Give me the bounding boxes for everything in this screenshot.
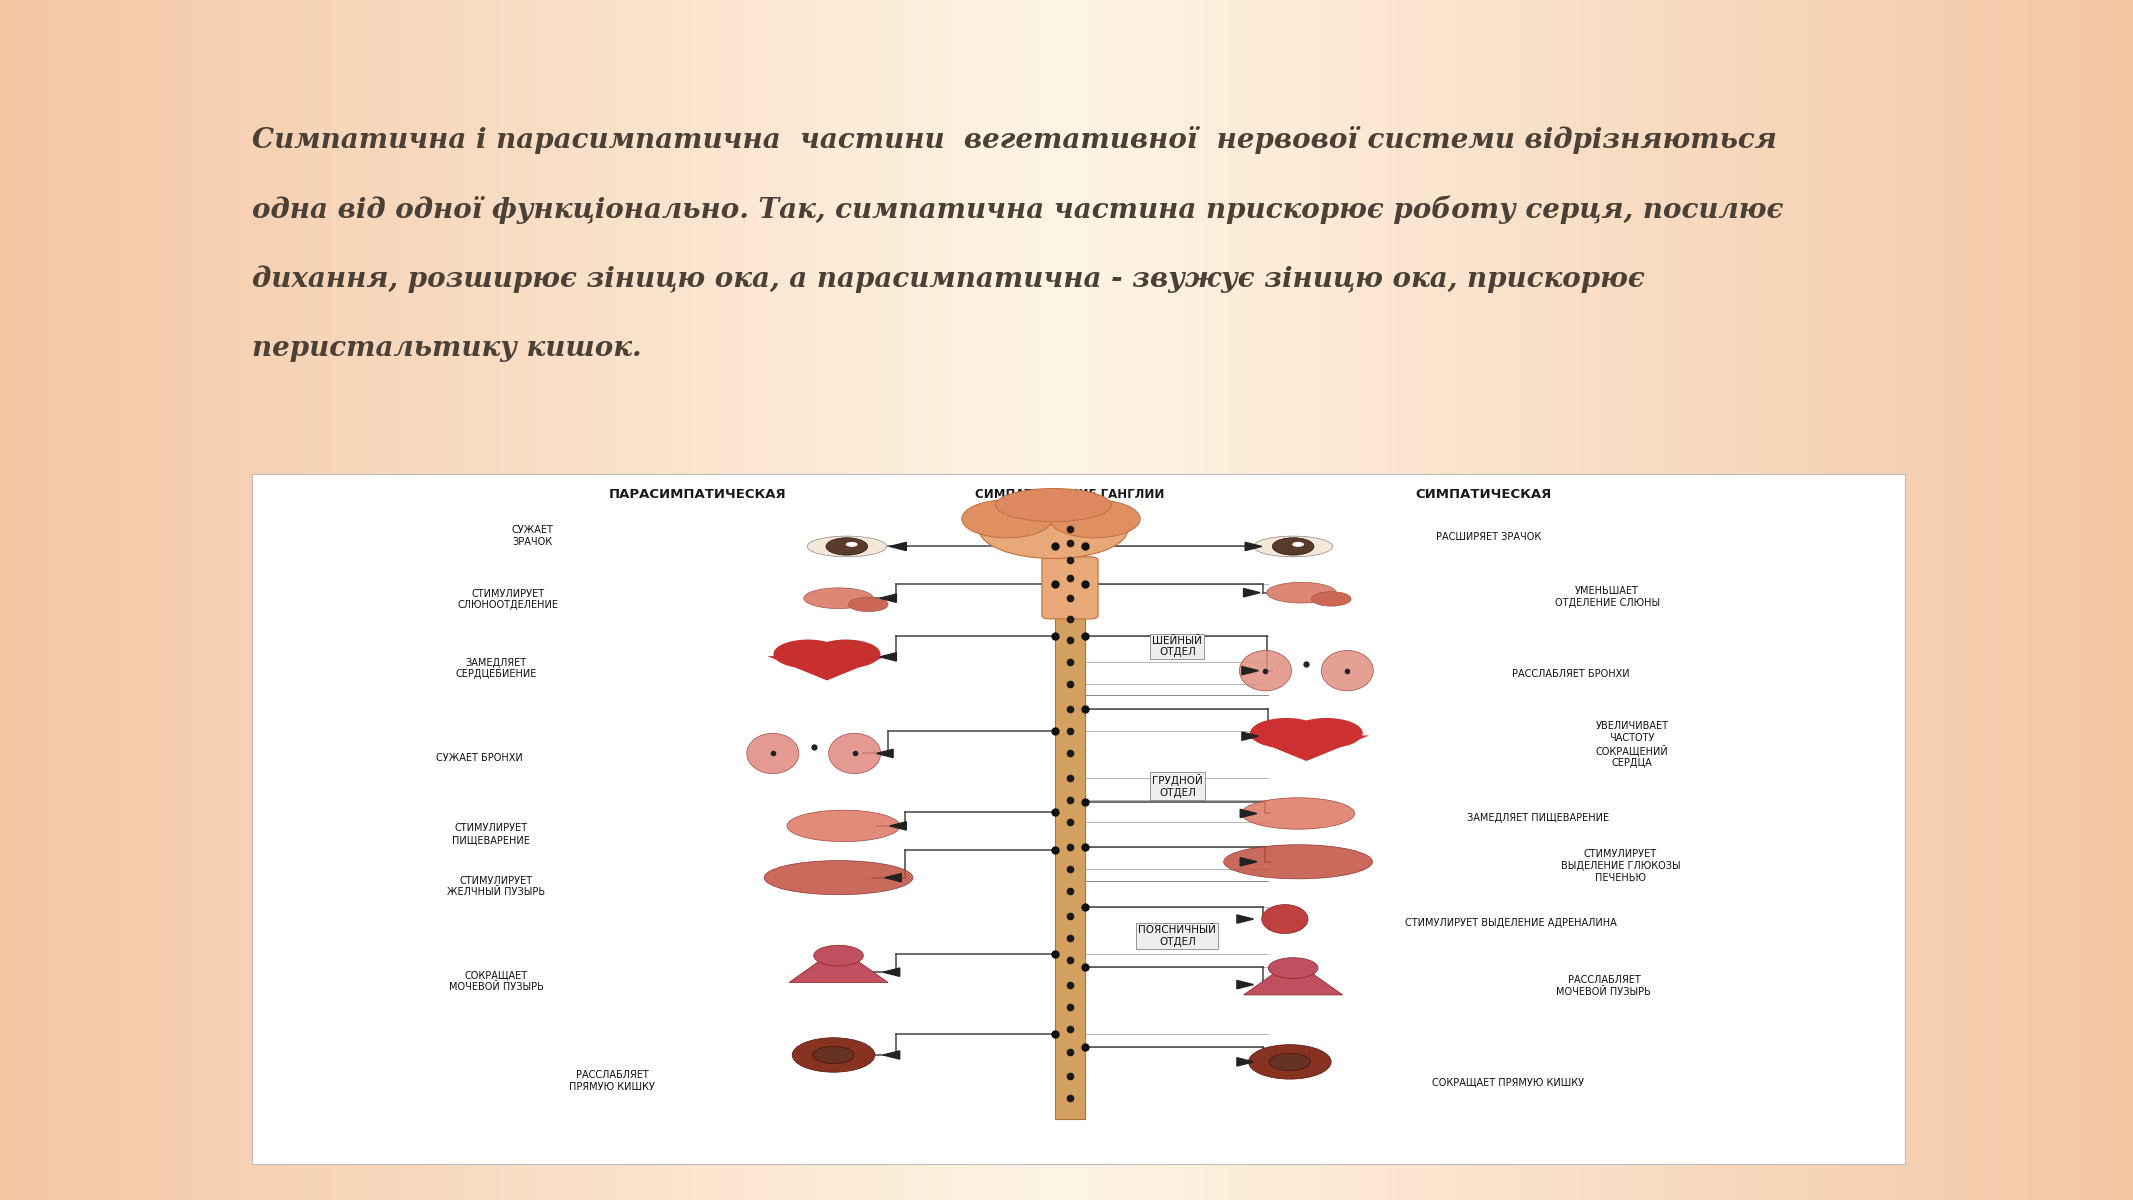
Circle shape [825,538,868,556]
Circle shape [1250,718,1322,749]
Circle shape [791,1038,875,1073]
Circle shape [1269,1054,1310,1070]
Text: СТИМУЛИРУЕТ
ВЫДЕЛЕНИЕ ГЛЮКОЗЫ
ПЕЧЕНЬЮ: СТИМУЛИРУЕТ ВЫДЕЛЕНИЕ ГЛЮКОЗЫ ПЕЧЕНЬЮ [1561,850,1681,882]
Polygon shape [1244,588,1261,596]
Text: Симпатична і парасимпатична  частини  вегетативної  нервової системи відрізняють: Симпатична і парасимпатична частини веге… [252,126,1777,154]
Text: ПОЯСНИЧНЫЙ
ОТДЕЛ: ПОЯСНИЧНЫЙ ОТДЕЛ [1139,925,1216,947]
Circle shape [815,946,864,966]
Text: ПАРАСИМПАТИЧЕСКАЯ: ПАРАСИМПАТИЧЕСКАЯ [610,488,787,502]
Polygon shape [1239,858,1256,866]
Ellipse shape [849,598,887,612]
Circle shape [1293,542,1303,547]
Polygon shape [889,822,907,830]
Polygon shape [1237,1057,1254,1066]
Circle shape [774,640,843,668]
Polygon shape [877,749,894,757]
Ellipse shape [1312,592,1350,606]
Ellipse shape [806,536,887,557]
Circle shape [847,542,857,547]
Polygon shape [889,542,907,551]
Ellipse shape [828,733,881,774]
Ellipse shape [1263,905,1308,934]
Circle shape [1248,1045,1331,1079]
Ellipse shape [979,500,1128,558]
Text: дихання, розширює зіницю ока, а парасимпатична - звужує зіницю ока, прискорює: дихання, розширює зіницю ока, а парасимп… [252,265,1645,293]
Circle shape [811,640,881,668]
Polygon shape [789,947,887,983]
Ellipse shape [962,500,1052,538]
Text: ЗАМЕДЛЯЕТ
СЕРДЦЕБИЕНИЕ: ЗАМЕДЛЯЕТ СЕРДЦЕБИЕНИЕ [456,658,538,679]
Text: СУЖАЕТ
ЗРАЧОК: СУЖАЕТ ЗРАЧОК [512,526,555,547]
FancyBboxPatch shape [1041,557,1098,619]
Text: ГРУДНОЙ
ОТДЕЛ: ГРУДНОЙ ОТДЕЛ [1152,774,1203,798]
Text: СОКРАЩАЕТ ПРЯМУЮ КИШКУ: СОКРАЩАЕТ ПРЯМУЮ КИШКУ [1431,1078,1585,1087]
Circle shape [1290,718,1363,749]
Ellipse shape [764,860,913,895]
Polygon shape [883,968,900,977]
Polygon shape [1237,914,1254,923]
Text: УВЕЛИЧИВАЕТ
ЧАСТОТУ
СОКРАЩЕНИЙ
СЕРДЦА: УВЕЛИЧИВАЕТ ЧАСТОТУ СОКРАЩЕНИЙ СЕРДЦА [1595,721,1668,768]
Text: одна від одної функціонально. Так, симпатична частина прискорює роботу серця, по: одна від одної функціонально. Так, симпа… [252,196,1783,224]
Ellipse shape [1241,798,1354,829]
Ellipse shape [1049,500,1141,538]
Ellipse shape [747,733,800,774]
Ellipse shape [1267,582,1335,604]
Text: перистальтику кишок.: перистальтику кишок. [252,335,642,362]
Polygon shape [768,656,887,680]
FancyBboxPatch shape [1056,516,1086,1120]
Ellipse shape [1224,845,1372,878]
Ellipse shape [804,588,872,608]
Text: РАССЛАБЛЯЕТ
ПРЯМУЮ КИШКУ: РАССЛАБЛЯЕТ ПРЯМУЮ КИШКУ [570,1070,655,1092]
Polygon shape [879,594,896,602]
Text: ШЕЙНЫЙ
ОТДЕЛ: ШЕЙНЫЙ ОТДЕЛ [1152,636,1203,658]
Polygon shape [1244,736,1369,761]
Polygon shape [1241,732,1258,740]
Polygon shape [1239,809,1256,817]
Text: СУЖАЕТ БРОНХИ: СУЖАЕТ БРОНХИ [437,754,523,763]
Text: СИМПАТИЧЕСКАЯ: СИМПАТИЧЕСКАЯ [1414,488,1551,502]
Ellipse shape [1239,650,1290,691]
Polygon shape [885,874,902,882]
Ellipse shape [787,810,900,841]
Ellipse shape [1320,650,1374,691]
Polygon shape [883,1051,900,1060]
Circle shape [1271,538,1314,556]
Ellipse shape [1254,536,1333,557]
Polygon shape [1244,960,1344,995]
Polygon shape [879,653,896,661]
Text: РАСШИРЯЕТ ЗРАЧОК: РАСШИРЯЕТ ЗРАЧОК [1436,533,1540,542]
Text: РАССЛАБЛЯЕТ БРОНХИ: РАССЛАБЛЯЕТ БРОНХИ [1512,670,1630,679]
Text: СТИМУЛИРУЕТ
ПИЩЕВАРЕНИЕ: СТИМУЛИРУЕТ ПИЩЕВАРЕНИЕ [452,823,531,845]
Text: РАССЛАБЛЯЕТ
МОЧЕВОЙ ПУЗЫРЬ: РАССЛАБЛЯЕТ МОЧЕВОЙ ПУЗЫРЬ [1557,976,1651,997]
Text: СТИМУЛИРУЕТ
ЖЕЛЧНЫЙ ПУЗЫРЬ: СТИМУЛИРУЕТ ЖЕЛЧНЫЙ ПУЗЫРЬ [448,876,546,898]
Polygon shape [1241,666,1258,674]
FancyBboxPatch shape [252,474,1905,1164]
Polygon shape [1237,980,1254,989]
Text: СТИМУЛИРУЕТ
СЛЮНООТДЕЛЕНИЕ: СТИМУЛИРУЕТ СЛЮНООТДЕЛЕНИЕ [456,589,559,611]
Ellipse shape [996,488,1111,522]
Polygon shape [1246,542,1263,551]
Text: СИМПАТИЧЕСКИЕ ГАНГЛИИ: СИМПАТИЧЕСКИЕ ГАНГЛИИ [975,488,1165,502]
Text: УМЕНЬШАЕТ
ОТДЕЛЕНИЕ СЛЮНЫ: УМЕНЬШАЕТ ОТДЕЛЕНИЕ СЛЮНЫ [1555,586,1659,607]
Text: СОКРАЩАЕТ
МОЧЕВОЙ ПУЗЫРЬ: СОКРАЩАЕТ МОЧЕВОЙ ПУЗЫРЬ [448,971,544,992]
Circle shape [1269,958,1318,978]
Text: СТИМУЛИРУЕТ ВЫДЕЛЕНИЕ АДРЕНАЛИНА: СТИМУЛИРУЕТ ВЫДЕЛЕНИЕ АДРЕНАЛИНА [1406,918,1617,928]
Text: ЗАМЕДЛЯЕТ ПИЩЕВАРЕНИЕ: ЗАМЕДЛЯЕТ ПИЩЕВАРЕНИЕ [1468,812,1608,823]
Circle shape [813,1046,853,1063]
